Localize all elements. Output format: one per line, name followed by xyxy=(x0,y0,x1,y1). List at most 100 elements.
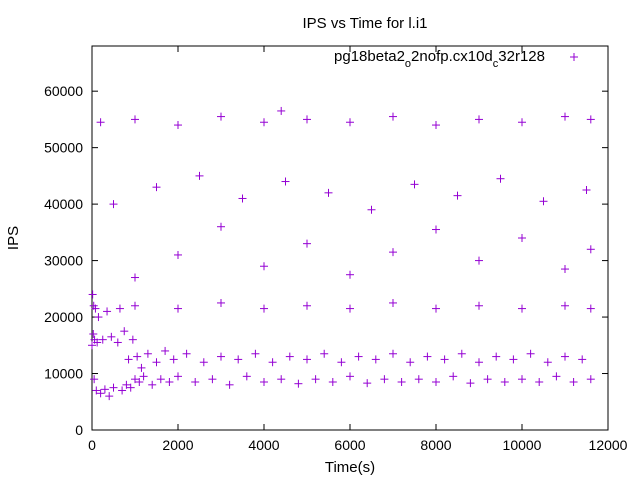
data-point xyxy=(582,186,591,194)
y-tick-label: 20000 xyxy=(44,309,83,325)
data-point xyxy=(174,121,182,130)
y-tick-label: 30000 xyxy=(44,253,83,269)
data-point xyxy=(169,355,178,364)
data-point xyxy=(586,375,595,384)
data-point xyxy=(432,378,440,386)
data-point xyxy=(475,115,483,124)
data-point xyxy=(195,171,204,180)
data-point xyxy=(337,358,346,367)
data-point xyxy=(303,115,311,124)
data-point xyxy=(303,301,311,310)
legend-part-b: 2nofp.cx10d xyxy=(411,48,493,65)
data-point xyxy=(131,115,139,124)
data-point xyxy=(586,115,595,124)
data-point xyxy=(182,349,191,358)
data-point xyxy=(277,106,286,115)
data-point xyxy=(380,375,389,384)
data-point xyxy=(131,273,139,282)
data-point xyxy=(277,375,286,384)
data-point xyxy=(389,298,397,307)
x-tick-label: 10000 xyxy=(503,437,542,453)
data-point xyxy=(492,352,501,361)
data-point xyxy=(509,355,518,364)
data-point xyxy=(238,194,247,203)
data-point xyxy=(561,265,569,274)
data-point xyxy=(133,352,142,361)
data-point xyxy=(324,188,333,197)
data-point xyxy=(389,112,397,121)
data-point xyxy=(199,358,208,367)
legend-sub-2: c xyxy=(493,58,499,70)
data-point xyxy=(475,301,483,310)
data-point xyxy=(328,378,337,386)
legend-part-c: 32r128 xyxy=(498,48,545,65)
chart-title: IPS vs Time for l.i1 xyxy=(302,15,427,32)
data-point xyxy=(260,262,268,271)
data-point xyxy=(217,112,225,121)
data-point xyxy=(156,375,165,384)
data-point xyxy=(143,349,152,358)
data-point xyxy=(174,372,182,381)
y-tick-label: 50000 xyxy=(44,140,83,156)
data-point xyxy=(137,363,146,372)
data-point xyxy=(371,355,380,364)
data-point xyxy=(91,304,100,313)
data-point xyxy=(346,118,354,127)
data-point xyxy=(466,379,475,388)
data-point xyxy=(389,248,397,257)
data-point xyxy=(124,355,133,364)
data-point xyxy=(453,191,462,200)
data-point xyxy=(191,378,200,386)
data-point xyxy=(303,355,311,364)
data-point xyxy=(105,392,114,401)
data-point xyxy=(152,358,161,367)
data-point xyxy=(406,358,415,367)
data-point xyxy=(103,307,112,316)
data-point xyxy=(131,301,139,310)
data-point xyxy=(414,375,423,384)
data-point xyxy=(251,349,260,358)
data-point xyxy=(122,380,131,389)
data-point xyxy=(440,355,449,364)
data-point xyxy=(126,383,135,392)
data-point xyxy=(98,335,107,344)
data-point xyxy=(449,372,458,381)
x-tick-label: 2000 xyxy=(162,437,193,453)
data-point xyxy=(96,389,105,398)
data-point xyxy=(475,256,483,265)
data-point xyxy=(217,222,225,231)
data-point xyxy=(389,349,397,358)
data-point xyxy=(268,358,277,367)
data-point xyxy=(135,378,144,386)
data-point xyxy=(354,352,363,361)
legend-part-a: pg18beta2 xyxy=(334,48,405,65)
data-point xyxy=(586,245,595,254)
data-point xyxy=(115,304,124,313)
data-point xyxy=(475,358,483,367)
data-point xyxy=(423,352,432,361)
data-point xyxy=(320,349,329,358)
legend: pg18beta2o2nofp.cx10dc32r128 xyxy=(334,48,578,70)
legend-marker xyxy=(570,53,578,61)
data-points xyxy=(88,106,595,401)
data-point xyxy=(561,112,569,121)
axis-ticks: 0 2000 4000 6000 8000 10000 12000 0 10000 20000 30… xyxy=(44,46,628,453)
data-point xyxy=(311,375,320,384)
data-point xyxy=(131,375,139,384)
data-point xyxy=(432,225,440,234)
data-point xyxy=(367,205,376,214)
data-point xyxy=(586,304,595,313)
data-point xyxy=(242,372,251,381)
data-point xyxy=(346,304,354,313)
data-point xyxy=(518,234,526,242)
data-point xyxy=(500,378,509,386)
x-axis-label: Time(s) xyxy=(325,459,375,476)
data-point xyxy=(410,180,419,189)
x-tick-label: 12000 xyxy=(589,437,628,453)
data-point xyxy=(152,183,161,192)
data-point xyxy=(539,197,548,206)
y-tick-label: 10000 xyxy=(44,366,83,382)
data-point xyxy=(543,358,552,367)
data-point xyxy=(397,378,406,386)
